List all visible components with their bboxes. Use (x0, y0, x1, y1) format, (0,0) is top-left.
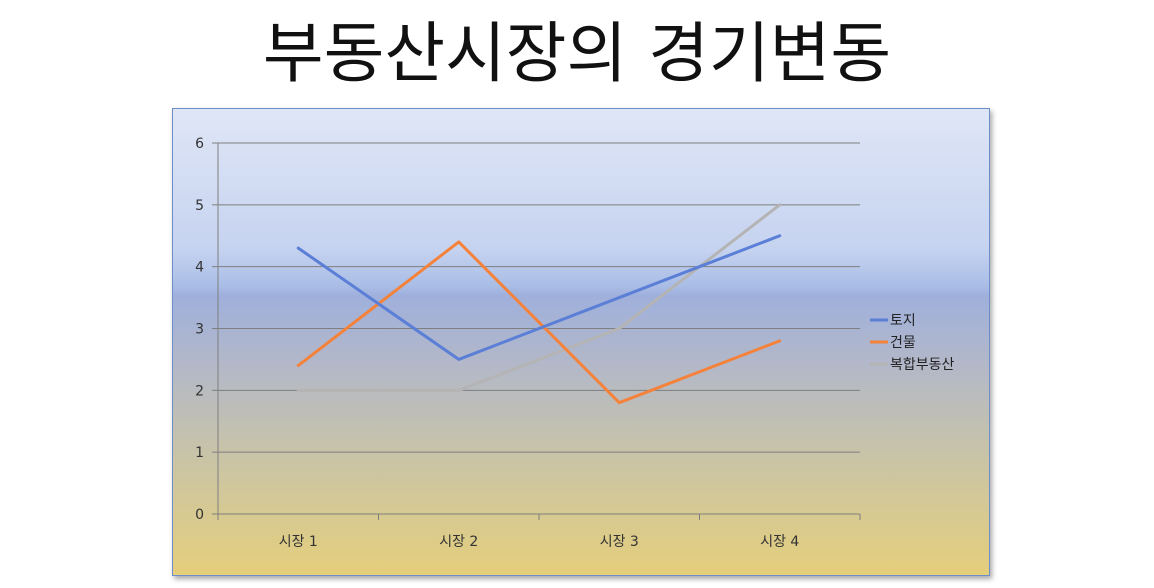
x-tick-label: 시장 2 (439, 534, 478, 550)
x-tick-label: 시장 1 (279, 534, 318, 550)
y-tick-label: 6 (195, 136, 204, 152)
series-line-2 (296, 240, 782, 405)
x-tick-label: 시장 3 (600, 534, 639, 550)
series-lines (296, 203, 782, 405)
gridlines (218, 142, 860, 453)
x-tick-label: 시장 4 (760, 534, 799, 550)
axes: 0 1 2 3 4 5 6 시장 1 시장 2 시장 3 시장 4 (195, 136, 861, 550)
y-tick-label: 3 (195, 322, 204, 338)
y-tick-label: 5 (195, 198, 204, 214)
y-tick-label: 2 (195, 383, 204, 399)
y-tick-label: 0 (195, 507, 204, 523)
slide-title: 부동산시장의 경기변동 (262, 15, 892, 92)
y-tick-label: 4 (195, 260, 204, 276)
legend-label: 건물 (890, 335, 916, 351)
series-line-1 (296, 234, 782, 361)
legend-label: 토지 (890, 313, 916, 329)
legend-label: 복합부동산 (890, 357, 955, 373)
y-tick-label: 1 (195, 445, 204, 461)
